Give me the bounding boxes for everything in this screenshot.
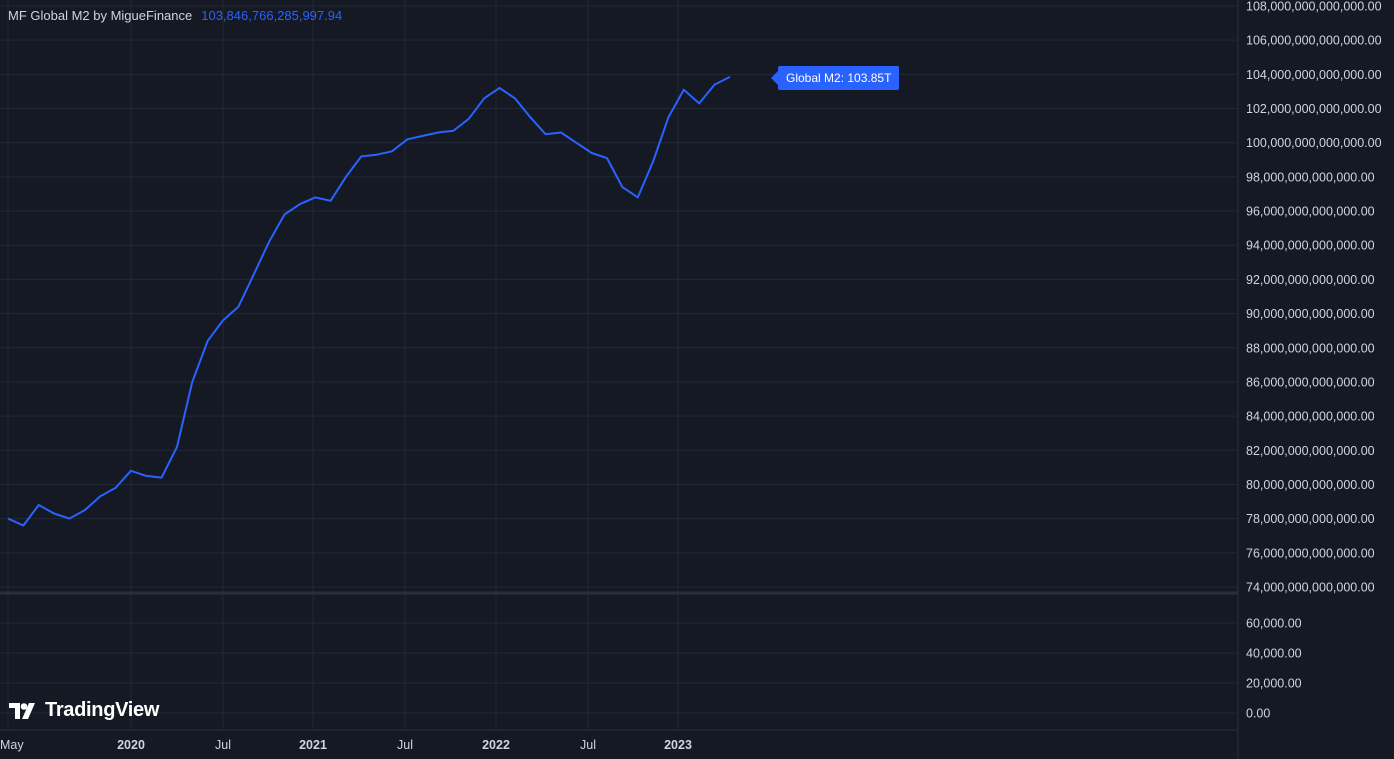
series-line-global-m2[interactable] bbox=[7, 76, 731, 527]
price-tick-label: 96,000,000,000,000.00 bbox=[1246, 205, 1375, 219]
series-legend[interactable]: MF Global M2 by MigueFinance 103,846,766… bbox=[8, 8, 342, 23]
time-tick-label: 2021 bbox=[299, 738, 327, 752]
lower-pane-tick-label: 60,000.00 bbox=[1246, 617, 1302, 631]
price-tick-label: 74,000,000,000,000.00 bbox=[1246, 581, 1375, 595]
lower-pane-tick-label: 40,000.00 bbox=[1246, 647, 1302, 661]
grid-lines bbox=[0, 0, 1238, 730]
price-tick-label: 100,000,000,000,000.00 bbox=[1246, 136, 1382, 150]
price-tick-label: 98,000,000,000,000.00 bbox=[1246, 170, 1375, 184]
price-tick-label: 84,000,000,000,000.00 bbox=[1246, 410, 1375, 424]
price-tick-label: 106,000,000,000,000.00 bbox=[1246, 34, 1382, 48]
tradingview-icon bbox=[9, 702, 35, 719]
time-tick-label: 2022 bbox=[482, 738, 510, 752]
lower-pane-axis[interactable]: 60,000.00 40,000.00 20,000.00 0.00 bbox=[1246, 617, 1302, 721]
logo-text: TradingView bbox=[45, 699, 160, 721]
price-tick-label: 104,000,000,000,000.00 bbox=[1246, 68, 1382, 82]
price-tick-label: 94,000,000,000,000.00 bbox=[1246, 239, 1375, 253]
time-tick-label: Jul bbox=[215, 738, 231, 752]
price-tick-label: 78,000,000,000,000.00 bbox=[1246, 512, 1375, 526]
price-tick-label: 90,000,000,000,000.00 bbox=[1246, 307, 1375, 321]
price-tick-label: 102,000,000,000,000.00 bbox=[1246, 102, 1382, 116]
tradingview-logo[interactable]: TradingView bbox=[9, 699, 159, 722]
price-tick-label: 92,000,000,000,000.00 bbox=[1246, 273, 1375, 287]
last-price-label: Global M2: 103.85T bbox=[770, 66, 900, 90]
price-tick-label: 108,000,000,000,000.00 bbox=[1246, 0, 1382, 14]
legend-value: 103,846,766,285,997.94 bbox=[201, 8, 343, 23]
time-tick-label: 2023 bbox=[664, 738, 692, 752]
time-tick-label: Jul bbox=[397, 738, 413, 752]
price-tick-label: 88,000,000,000,000.00 bbox=[1246, 341, 1375, 355]
price-tick-label: 76,000,000,000,000.00 bbox=[1246, 546, 1375, 560]
price-tick-label: 86,000,000,000,000.00 bbox=[1246, 375, 1375, 389]
price-axis[interactable]: 108,000,000,000,000.00 106,000,000,000,00… bbox=[1246, 0, 1382, 595]
time-tick-label: Jul bbox=[580, 738, 596, 752]
lower-pane-tick-label: 0.00 bbox=[1246, 707, 1270, 721]
time-tick-label: 2020 bbox=[117, 738, 145, 752]
price-tick-label: 82,000,000,000,000.00 bbox=[1246, 444, 1375, 458]
price-tick-label: 80,000,000,000,000.00 bbox=[1246, 478, 1375, 492]
time-axis[interactable]: May 2020 Jul 2021 Jul 2022 Jul 2023 bbox=[0, 738, 692, 752]
lower-pane-tick-label: 20,000.00 bbox=[1246, 677, 1302, 691]
time-tick-label: May bbox=[0, 738, 24, 752]
legend-title: MF Global M2 by MigueFinance bbox=[8, 8, 193, 23]
